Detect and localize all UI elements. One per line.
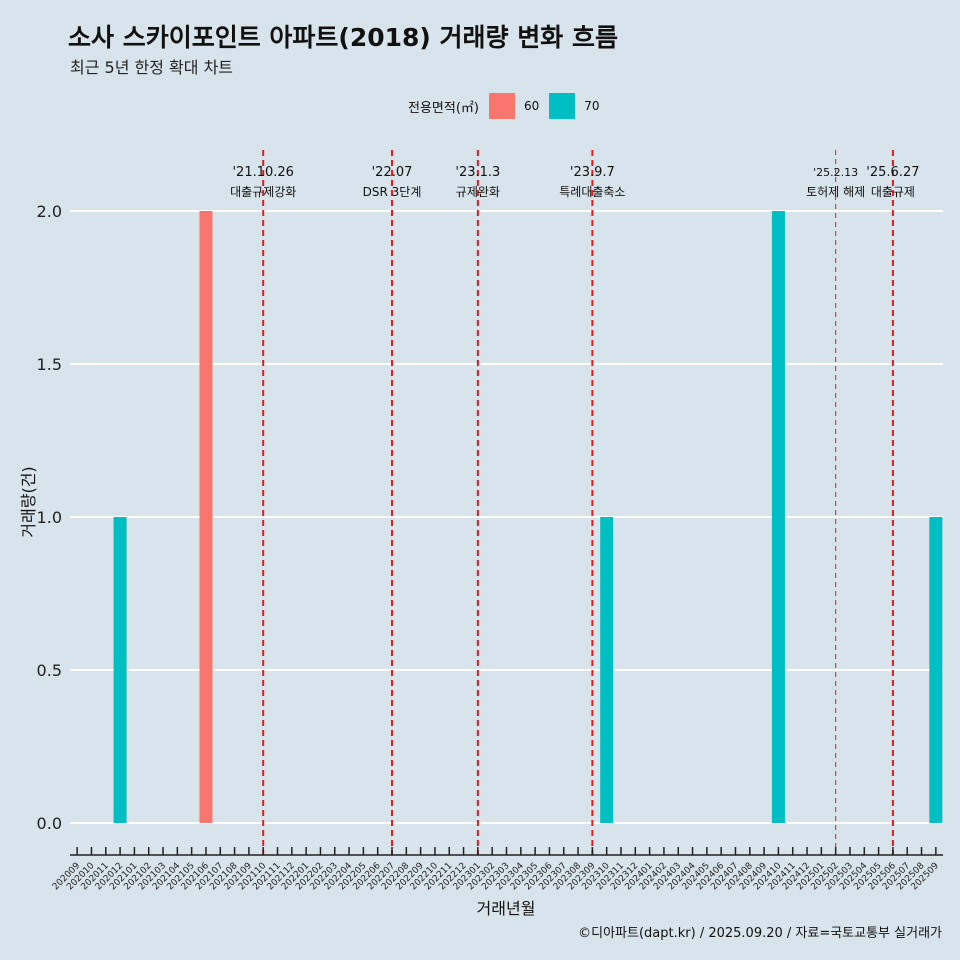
- annotation-label: DSR 3단계: [363, 185, 422, 199]
- annotation-date: '22.07: [372, 165, 413, 180]
- bars: [113, 211, 943, 823]
- annotation-label: 대출규제: [871, 185, 915, 199]
- x-axis: 2020092020102020112020122021012021022021…: [51, 847, 943, 892]
- annotation-label: 특례대출축소: [559, 185, 625, 199]
- annotation-date: '23.1.3: [455, 165, 500, 180]
- bar-70-202410: [771, 211, 785, 823]
- annotation-date: '25.2.13: [813, 166, 858, 179]
- chart-title: 소사 스카이포인트 아파트(2018) 거래량 변화 흐름: [68, 23, 618, 52]
- bar-70-202509: [929, 517, 943, 823]
- bar-70-202310: [600, 517, 614, 823]
- gridlines: [70, 210, 943, 824]
- legend-swatch-70: [549, 93, 576, 119]
- annotation-label: 규제완화: [456, 185, 500, 199]
- y-tick-label: 2.0: [37, 202, 62, 221]
- annotation-label: 토허제 해제: [806, 185, 865, 199]
- legend-label-70: 70: [584, 99, 600, 113]
- legend-swatch-60: [488, 93, 515, 119]
- annotation-date: '25.6.27: [866, 165, 919, 180]
- legend-title: 전용면적(㎡): [408, 100, 479, 116]
- bar-70-202012: [113, 517, 127, 823]
- legend-item-60: 60: [488, 93, 540, 119]
- annotation-label: 대출규제강화: [230, 185, 296, 199]
- chart-subtitle: 최근 5년 한정 확대 차트: [70, 58, 234, 77]
- legend: 전용면적(㎡) 60 70: [408, 93, 610, 119]
- caption: ©디아파트(dapt.kr) / 2025.09.20 / 자료=국토교통부 실…: [578, 926, 942, 941]
- annotation-date: '21.10.26: [232, 165, 293, 180]
- annotation-date: '23.9.7: [570, 165, 615, 180]
- bar-60-202106: [199, 211, 213, 823]
- annotations: '21.10.26 대출규제강화 '22.07 DSR 3단계 '23.1.3 규제완화 '…: [230, 150, 920, 855]
- y-tick-label: 1.5: [37, 355, 62, 374]
- legend-item-70: 70: [549, 93, 600, 119]
- y-tick-label: 0.5: [37, 661, 62, 680]
- y-axis-ticks: 0.0 0.5 1.0 1.5 2.0: [37, 202, 62, 833]
- legend-label-60: 60: [523, 99, 540, 113]
- y-axis-title: 거래량(건): [19, 466, 38, 537]
- y-tick-label: 1.0: [37, 508, 62, 527]
- x-axis-title: 거래년월: [477, 899, 536, 918]
- y-tick-label: 0.0: [37, 814, 62, 833]
